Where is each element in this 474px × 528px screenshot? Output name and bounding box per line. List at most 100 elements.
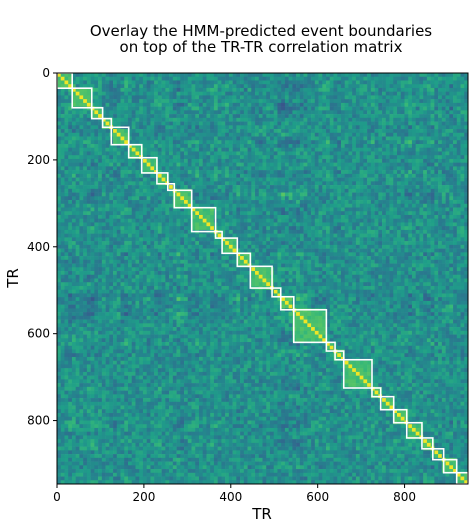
heatmap-cell: [217, 185, 222, 190]
heatmap-cell: [333, 181, 338, 186]
heatmap-cell: [333, 203, 338, 208]
heatmap-cell: [206, 95, 211, 100]
heatmap-cell: [90, 200, 95, 205]
heatmap-cell: [411, 177, 416, 182]
heatmap-cell: [176, 192, 181, 197]
heatmap-cell: [374, 192, 379, 197]
heatmap-cell: [307, 73, 312, 78]
heatmap-cell: [397, 185, 402, 190]
heatmap-cell: [273, 200, 278, 205]
heatmap-cell: [247, 196, 252, 201]
heatmap-cell: [150, 73, 155, 78]
heatmap-cell: [456, 170, 461, 175]
heatmap-cell: [363, 102, 368, 107]
heatmap-cell: [303, 188, 308, 193]
heatmap-cell: [337, 84, 342, 89]
heatmap-cell: [423, 185, 428, 190]
heatmap-cell: [187, 211, 192, 216]
heatmap-cell: [206, 158, 211, 163]
heatmap-cell: [404, 192, 409, 197]
heatmap-cell: [284, 132, 289, 137]
heatmap-cell: [329, 181, 334, 186]
heatmap-cell: [329, 192, 334, 197]
heatmap-cell: [255, 192, 260, 197]
heatmap-cell: [408, 203, 413, 208]
heatmap-cell: [262, 136, 267, 141]
heatmap-cell: [83, 143, 88, 149]
heatmap-cell: [318, 106, 323, 111]
heatmap-cell: [71, 173, 76, 178]
heatmap-cell: [79, 106, 84, 111]
heatmap-cell: [352, 229, 357, 234]
heatmap-cell: [221, 84, 226, 89]
heatmap-cell: [198, 143, 204, 149]
heatmap-cell: [165, 73, 170, 78]
heatmap-cell: [109, 192, 114, 197]
heatmap-cell: [441, 95, 446, 100]
heatmap-cell: [135, 143, 140, 149]
heatmap-cell: [105, 185, 110, 190]
heatmap-cell: [434, 196, 439, 201]
heatmap-cell: [438, 196, 443, 201]
heatmap-cell: [337, 207, 342, 212]
heatmap-cell: [169, 196, 174, 201]
heatmap-cell: [296, 162, 301, 167]
heatmap-cell: [131, 229, 136, 234]
heatmap-cell: [464, 203, 468, 208]
heatmap-cell: [83, 162, 88, 167]
heatmap-cell: [165, 129, 170, 134]
heatmap-cell: [90, 188, 95, 193]
heatmap-cell: [266, 185, 271, 190]
heatmap-cell: [389, 95, 394, 100]
heatmap-cell: [445, 125, 450, 130]
heatmap-cell: [176, 143, 181, 149]
heatmap-cell: [217, 136, 222, 141]
heatmap-cell: [382, 91, 387, 96]
heatmap-cell: [292, 185, 297, 190]
heatmap-cell: [344, 87, 349, 92]
heatmap-cell: [187, 155, 192, 160]
heatmap-cell: [430, 121, 435, 126]
heatmap-cell: [355, 233, 360, 238]
heatmap-cell: [135, 147, 140, 152]
heatmap-cell: [86, 140, 91, 145]
heatmap-cell: [333, 114, 338, 119]
heatmap-cell: [255, 110, 260, 115]
heatmap-cell: [79, 237, 84, 242]
heatmap-cell: [262, 203, 267, 208]
heatmap-cell: [370, 162, 375, 167]
heatmap-cell: [198, 214, 204, 220]
heatmap-cell: [109, 151, 114, 156]
heatmap-cell: [426, 140, 431, 145]
heatmap-cell: [206, 106, 211, 111]
heatmap-cell: [213, 132, 218, 137]
heatmap-cell: [318, 170, 323, 175]
heatmap-cell: [326, 226, 331, 231]
heatmap-cell: [195, 222, 200, 227]
heatmap-cell: [213, 241, 218, 246]
heatmap-cell: [408, 170, 413, 175]
heatmap-cell: [408, 84, 413, 89]
heatmap-cell: [247, 192, 252, 197]
heatmap-cell: [154, 110, 159, 115]
heatmap-cell: [307, 76, 312, 81]
heatmap-cell: [419, 196, 424, 201]
heatmap-cell: [385, 84, 390, 89]
heatmap-cell: [228, 222, 233, 227]
heatmap-cell: [210, 140, 215, 145]
heatmap-cell: [326, 80, 331, 85]
heatmap-cell: [228, 185, 233, 190]
heatmap-cell: [370, 91, 375, 96]
heatmap-cell: [266, 129, 271, 134]
heatmap-cell: [198, 181, 204, 186]
heatmap-cell: [236, 136, 241, 141]
heatmap-cell: [127, 241, 133, 246]
heatmap-cell: [68, 106, 73, 111]
heatmap-cell: [434, 229, 439, 234]
heatmap-cell: [269, 125, 275, 130]
heatmap-cell: [228, 73, 233, 78]
heatmap-cell: [127, 117, 133, 122]
heatmap-cell: [247, 188, 252, 193]
heatmap-cell: [266, 84, 271, 89]
heatmap-cell: [288, 233, 293, 238]
